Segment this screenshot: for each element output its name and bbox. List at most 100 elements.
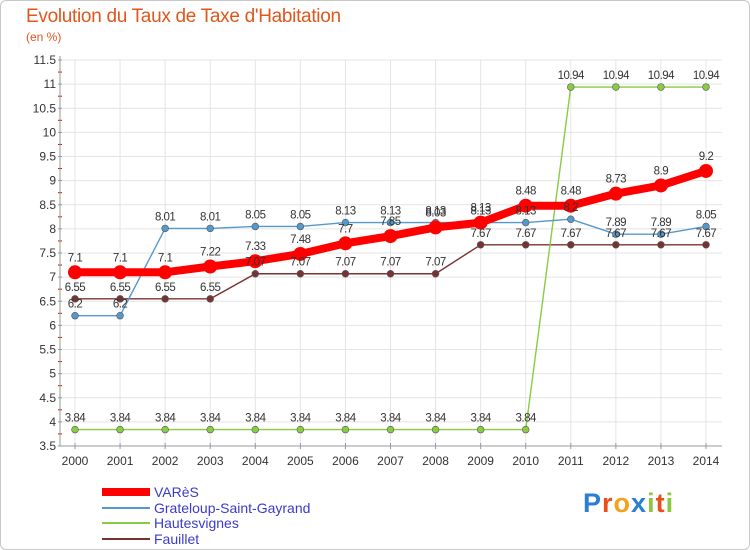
data-label-1: 8.05 — [245, 209, 265, 221]
data-point-0 — [428, 220, 443, 235]
data-label-0: 9.2 — [699, 151, 714, 163]
chart-title: Evolution du Taux de Taxe d'Habitation — [26, 6, 341, 27]
y-tick-label: 4.5 — [39, 391, 56, 405]
legend-swatch-vares — [102, 488, 150, 496]
x-tick-label: 2010 — [512, 454, 539, 468]
data-point-3 — [431, 270, 440, 278]
data-label-0: 7.1 — [113, 252, 128, 264]
tick-labels: 3.5 4 4.5 5 5.5 6 6.5 7 7.5 8 8.5 9 9.5 10 10.5 11 11.5 2… — [33, 53, 720, 468]
data-point-0 — [563, 198, 578, 213]
data-label-0: 8.9 — [654, 165, 669, 177]
data-point-0 — [338, 236, 353, 251]
y-tick-label: 4 — [49, 415, 56, 429]
x-tick-label: 2012 — [603, 454, 630, 468]
x-tick-label: 2014 — [693, 454, 720, 468]
data-label-3: 7.67 — [516, 228, 536, 240]
legend-label-fauillet: Fauillet — [154, 531, 200, 547]
data-point-2 — [296, 425, 305, 434]
legend-swatch-fauillet — [102, 538, 150, 540]
data-label-0: 8.03 — [425, 207, 445, 219]
data-point-3 — [612, 241, 620, 249]
data-label-3: 7.67 — [606, 228, 626, 240]
data-label-0: 8.48 — [516, 186, 536, 198]
x-tick-label: 2000 — [62, 454, 89, 468]
data-label-1: 8.13 — [516, 206, 536, 218]
data-label-3: 7.67 — [696, 228, 716, 240]
data-label-1: 8.01 — [200, 211, 220, 223]
y-tick-label: 9.5 — [39, 150, 56, 164]
series-points — [68, 83, 713, 434]
data-label-2: 3.84 — [425, 413, 446, 425]
data-label-3: 7.67 — [470, 228, 490, 240]
x-tick-label: 2008 — [422, 454, 449, 468]
data-label-2: 3.84 — [290, 413, 311, 425]
data-point-3 — [116, 295, 124, 303]
data-label-3: 6.55 — [155, 282, 175, 294]
data-label-3: 7.07 — [290, 257, 310, 269]
data-point-1 — [161, 224, 169, 233]
data-point-2 — [161, 425, 169, 434]
data-point-2 — [251, 425, 259, 434]
data-label-3: 6.55 — [200, 282, 220, 294]
data-point-2 — [431, 425, 440, 434]
data-label-2: 3.84 — [380, 413, 401, 425]
data-point-1 — [386, 218, 395, 227]
data-point-0 — [293, 246, 308, 261]
data-point-1 — [251, 222, 259, 231]
logo-letter: P — [583, 488, 603, 518]
logo-letter: t — [655, 488, 666, 518]
data-label-3: 6.55 — [65, 282, 85, 294]
y-tick-label: 10 — [43, 125, 57, 139]
data-label-0: 8.48 — [561, 186, 581, 198]
data-point-3 — [567, 241, 575, 249]
data-point-1 — [567, 215, 575, 223]
data-label-1: 7.89 — [651, 217, 671, 229]
data-point-1 — [657, 230, 665, 238]
legend-swatch-hautesvignes — [102, 522, 150, 524]
data-point-2 — [206, 425, 214, 434]
data-point-3 — [702, 241, 710, 249]
data-point-3 — [522, 241, 530, 249]
data-point-1 — [206, 224, 214, 233]
axes — [58, 56, 722, 449]
data-label-2: 3.84 — [516, 413, 537, 425]
data-label-1: 8.13 — [380, 206, 400, 218]
data-label-1: 8.01 — [155, 211, 175, 223]
data-point-0 — [383, 229, 398, 244]
data-label-3: 7.67 — [651, 228, 671, 240]
data-point-0 — [518, 198, 533, 213]
x-tick-label: 2001 — [107, 454, 134, 468]
logo-letter: o — [613, 488, 632, 518]
data-point-0 — [158, 265, 173, 280]
logo-letter: i — [647, 488, 656, 518]
chart-subtitle: (en %) — [26, 30, 62, 44]
data-label-0: 8.73 — [606, 174, 626, 186]
data-label-0: 7.1 — [158, 252, 173, 264]
data-point-2 — [71, 425, 79, 434]
grid-lines — [60, 59, 722, 447]
data-label-1: 8.05 — [696, 209, 716, 221]
data-point-1 — [71, 312, 79, 320]
legend-label-hautesvignes: Hautesvignes — [154, 515, 239, 531]
y-tick-label: 6.5 — [39, 294, 56, 308]
data-point-1 — [612, 230, 620, 238]
data-point-2 — [386, 425, 395, 434]
data-label-2: 3.84 — [65, 413, 86, 425]
data-point-2 — [612, 83, 620, 91]
y-tick-label: 10.5 — [33, 101, 57, 115]
data-label-1: 8.13 — [425, 206, 445, 218]
data-label-1: 8.05 — [290, 209, 310, 221]
legend-label-vares: VARèS — [154, 484, 199, 500]
data-point-0 — [653, 178, 668, 193]
y-tick-label: 9 — [49, 174, 56, 188]
data-label-2: 10.94 — [558, 70, 585, 82]
x-tick-label: 2013 — [648, 454, 675, 468]
legend-label-grateloup: Grateloup-Saint-Gayrand — [154, 500, 311, 516]
logo-letter: r — [602, 488, 614, 518]
data-label-2: 10.94 — [693, 70, 720, 82]
data-label-1: 8.13 — [335, 206, 355, 218]
data-label-1: 8.13 — [470, 206, 490, 218]
data-point-2 — [341, 425, 350, 434]
data-point-3 — [296, 270, 305, 278]
